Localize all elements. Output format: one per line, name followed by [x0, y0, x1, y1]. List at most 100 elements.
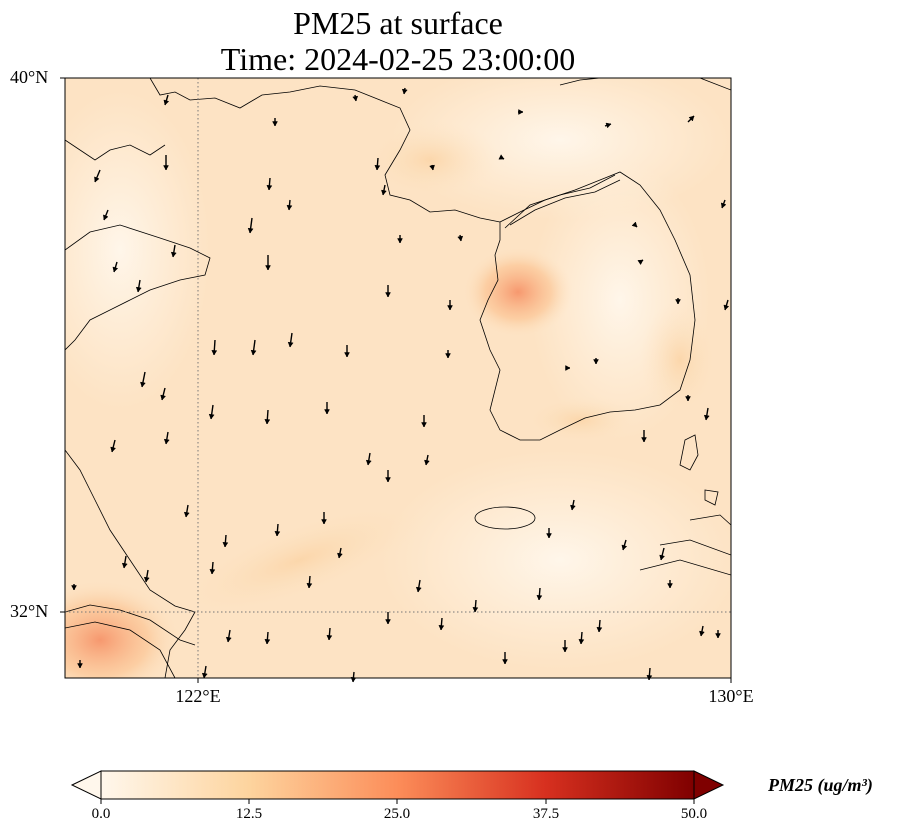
- wind-arrow-head: [266, 185, 273, 191]
- map-frame: [64, 77, 732, 679]
- wind-arrow-head: [659, 554, 665, 561]
- wind-arrow-head: [274, 531, 281, 537]
- wind-arrow-head: [447, 305, 453, 311]
- wind-arrow-head: [570, 504, 576, 511]
- wind-arrow-head: [110, 446, 116, 453]
- wind-arrow-head: [699, 630, 705, 637]
- wind-arrow-head: [502, 659, 508, 665]
- wind-arrow-head: [135, 286, 142, 293]
- wind-arrow-head: [287, 341, 294, 348]
- wind-arrow-head: [222, 542, 229, 548]
- wind-arrow-head: [518, 109, 524, 115]
- wind-arrow-head: [675, 299, 681, 305]
- wind-arrow-head: [374, 165, 381, 171]
- wind-arrow-head: [457, 235, 464, 242]
- wind-arrow-head: [536, 595, 543, 601]
- wind-arrow-head: [77, 663, 83, 669]
- wind-arrow-head: [401, 88, 408, 95]
- wind-arrow-head: [596, 627, 603, 633]
- coastlines: [65, 78, 731, 678]
- lon-tick-130e: 130°E: [708, 686, 754, 706]
- wind-arrow-head: [641, 437, 647, 443]
- colorbar-tick: 12.5: [235, 806, 263, 822]
- wind-arrow-head: [421, 422, 427, 428]
- wind-arrow-head: [424, 459, 430, 466]
- wind-arrow-head: [337, 552, 343, 559]
- lat-tick-40n: 40°N: [10, 67, 49, 87]
- wind-arrow-head: [498, 154, 505, 160]
- wind-arrow-head: [723, 304, 730, 311]
- wind-arrow-head: [264, 419, 271, 425]
- wind-arrow-head: [272, 121, 278, 127]
- wind-arrow-head: [685, 396, 691, 402]
- map-gridlines: [65, 78, 731, 678]
- colorbar-tick: 37.5: [532, 806, 560, 822]
- wind-arrow-head: [209, 569, 216, 575]
- wind-arrow-head: [71, 585, 77, 591]
- wind-arrow-head: [385, 477, 391, 483]
- wind-arrow-head: [578, 639, 585, 645]
- wind-arrow-head: [715, 633, 721, 639]
- wind-vectors: [71, 87, 730, 683]
- wind-arrow-head: [385, 292, 391, 298]
- wind-arrow-head: [667, 583, 673, 589]
- wind-arrow-head: [621, 544, 628, 551]
- wind-arrow-head: [201, 672, 208, 679]
- wind-arrow-head: [631, 221, 638, 228]
- wind-arrow-head: [562, 647, 568, 653]
- colorbar-tick: 25.0: [383, 806, 411, 822]
- wind-arrow-head: [183, 511, 190, 518]
- wind-arrow-head: [94, 176, 100, 183]
- wind-arrow-head: [385, 619, 391, 625]
- wind-arrow-head: [546, 533, 552, 539]
- wind-arrow-head: [381, 189, 387, 196]
- wind-arrow-head: [121, 562, 128, 569]
- wind-arrow-head: [593, 359, 599, 365]
- colorbar-tick: 50.0: [680, 806, 708, 822]
- colorbar-min-extend: [70, 770, 102, 800]
- wind-arrow-head: [703, 414, 710, 421]
- wind-arrow-head: [415, 586, 422, 593]
- wind-arrow-head: [211, 350, 218, 356]
- wind-arrow-head: [321, 519, 327, 525]
- wind-arrow-head: [112, 266, 119, 273]
- wind-arrow-head: [103, 214, 109, 221]
- colorbar-tick: 0.0: [91, 806, 111, 822]
- wind-arrow-head: [344, 352, 350, 358]
- wind-arrow-head: [397, 238, 403, 244]
- wind-arrow-head: [163, 99, 170, 106]
- wind-arrow-head: [637, 259, 644, 266]
- wind-arrow-head: [160, 394, 166, 401]
- wind-arrow-head: [438, 625, 445, 631]
- wind-arrow-head: [688, 115, 695, 122]
- map-time-subtitle: Time: 2024-02-25 23:00:00: [220, 41, 576, 77]
- wind-arrow-head: [265, 265, 271, 271]
- pm25-field: [65, 78, 731, 678]
- colorbar-max-extend: [693, 770, 725, 800]
- wind-arrow-head: [225, 636, 232, 643]
- lat-tick-32n: 32°N: [10, 601, 49, 621]
- colorbar-label: PM25 (ug/m³): [768, 775, 873, 795]
- wind-arrow-head: [170, 251, 177, 258]
- wind-arrow-head: [247, 227, 254, 234]
- wind-arrow-head: [445, 353, 451, 359]
- wind-arrow-head: [250, 349, 257, 356]
- wind-arrow-head: [605, 122, 612, 129]
- wind-arrow-head: [472, 607, 479, 613]
- wind-arrow-head: [326, 635, 333, 641]
- lon-tick-122e: 122°E: [175, 686, 221, 706]
- wind-arrow-head: [208, 413, 215, 420]
- wind-arrow-head: [143, 576, 150, 583]
- wind-arrow-head: [429, 164, 435, 171]
- colorbar-gradient: [101, 771, 694, 799]
- wind-arrow-head: [324, 409, 330, 415]
- wind-arrow-head: [565, 365, 571, 371]
- map-title: PM25 at surface: [293, 5, 503, 41]
- wind-arrow-head: [365, 459, 372, 466]
- wind-arrow-head: [720, 202, 727, 209]
- wind-arrow-head: [286, 204, 293, 211]
- wind-arrow-head: [140, 381, 146, 388]
- wind-arrow-head: [352, 95, 359, 102]
- wind-arrow-head: [306, 583, 313, 589]
- wind-arrow-head: [163, 165, 169, 171]
